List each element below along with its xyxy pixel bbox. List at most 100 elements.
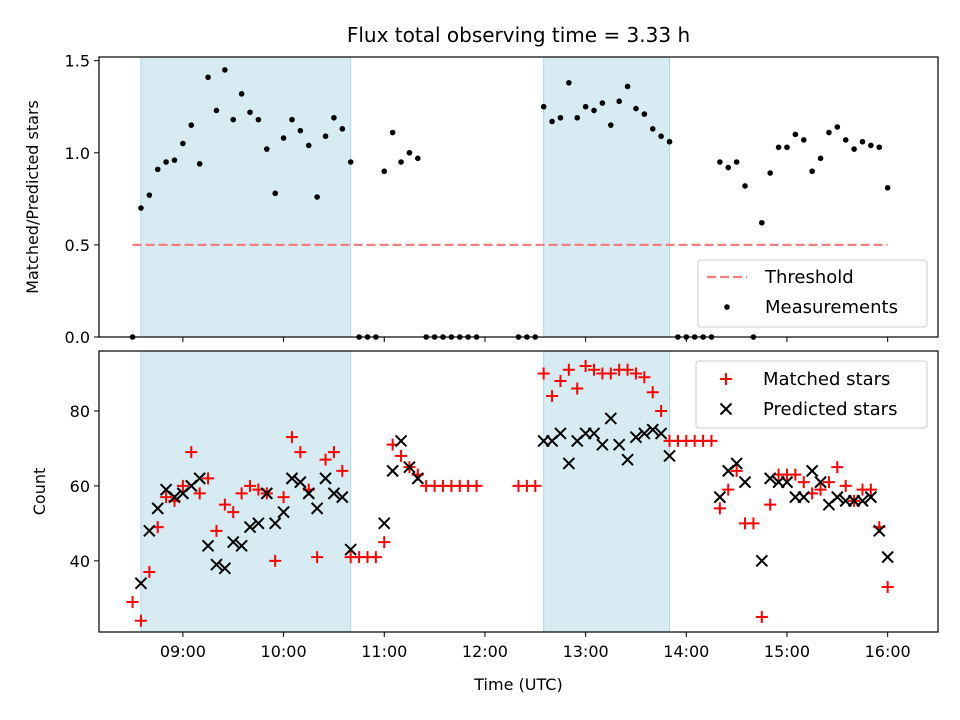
predicted-star-point <box>327 487 341 500</box>
chart-title: Flux total observing time = 3.33 h <box>347 23 690 47</box>
y-tick-label: 80 <box>70 402 90 421</box>
matched-star-point <box>722 483 735 496</box>
predicted-star-point <box>629 430 643 444</box>
predicted-star-point <box>831 490 844 504</box>
measurement-point <box>272 190 278 197</box>
measurement-point <box>817 155 824 162</box>
predicted-star-point <box>134 577 148 590</box>
matched-star-point <box>638 371 651 384</box>
axes-frame <box>98 56 939 338</box>
predicted-star-point <box>755 554 769 568</box>
matched-star-point <box>529 479 542 492</box>
measurement-point <box>851 146 857 152</box>
measurement-point <box>138 205 144 211</box>
matched-star-point <box>126 596 139 609</box>
measurement-point <box>775 144 782 151</box>
measurement-point <box>742 183 748 189</box>
matched-star-point <box>579 359 592 372</box>
x-tick-label: 15:00 <box>764 642 810 661</box>
legend-box <box>695 360 928 429</box>
predicted-star-point <box>268 517 282 530</box>
measurement-point <box>180 140 186 147</box>
measurement-point <box>549 118 555 125</box>
matched-star-point <box>470 479 483 492</box>
measurement-point <box>800 137 807 143</box>
legend-measurements-label: Measurements <box>765 297 898 318</box>
measurement-point <box>305 142 312 149</box>
predicted-star-point <box>218 562 232 575</box>
matched-star-point <box>747 517 760 530</box>
measurement-point <box>733 159 740 165</box>
measurement-point <box>415 155 421 162</box>
measurement-point <box>658 133 664 140</box>
x-tick-label: 16:00 <box>865 642 911 661</box>
matched-star-point <box>160 491 173 504</box>
x-tick-label: 13:00 <box>563 642 609 661</box>
measurement-point <box>289 116 295 123</box>
matched-star-point <box>814 483 827 496</box>
measurement-point <box>238 91 245 97</box>
legend-matched-swatch <box>720 373 732 385</box>
predicted-star-point <box>654 427 668 440</box>
matched-star-point <box>764 498 777 511</box>
matched-star-point <box>571 382 584 395</box>
legend-predicted-swatch <box>719 402 733 416</box>
legend-threshold-label: Threshold <box>764 267 854 288</box>
measurement-point <box>767 170 773 176</box>
measurement-point <box>633 105 639 112</box>
legend-top: Threshold Measurements <box>697 259 928 328</box>
matched-star-point <box>864 483 877 496</box>
predicted-star-point <box>763 472 777 485</box>
x-tick-label: 11:00 <box>361 642 407 661</box>
predicted-star-point <box>260 487 274 500</box>
measurement-point <box>171 157 178 163</box>
matched-star-point <box>218 498 231 511</box>
matched-star-point <box>655 404 668 417</box>
measurement-point <box>616 98 622 105</box>
measurement-point <box>331 114 337 121</box>
shaded-interval <box>140 350 352 633</box>
measurement-point <box>247 109 253 116</box>
axes-frame <box>98 350 939 633</box>
matched-star-point <box>269 554 282 567</box>
predicted-star-point <box>193 472 206 485</box>
measurement-point <box>230 116 237 123</box>
measurement-point <box>264 146 270 152</box>
matched-star-point <box>797 476 810 489</box>
y-tick-label: 1.0 <box>65 144 90 163</box>
measurement-point <box>322 133 329 140</box>
measurement-point <box>188 122 195 128</box>
predicted-star-point <box>596 438 609 451</box>
matched-star-point <box>176 479 189 492</box>
predicted-star-point <box>587 427 601 440</box>
x-tick-label: 09:00 <box>160 642 206 661</box>
predicted-star-point <box>621 453 634 466</box>
measurement-point <box>381 168 388 175</box>
predicted-star-point <box>201 539 215 553</box>
matched-star-point <box>822 476 835 489</box>
measurement-point <box>540 103 547 110</box>
y-tick-label: 40 <box>70 552 90 571</box>
predicted-star-point <box>881 550 894 564</box>
measurement-point <box>205 74 211 81</box>
matched-star-point <box>327 446 340 459</box>
predicted-star-point <box>344 543 357 556</box>
measurement-point <box>859 138 866 145</box>
measurement-point <box>222 67 228 73</box>
matched-star-point <box>755 611 768 624</box>
predicted-star-point <box>780 475 794 489</box>
predicted-star-point <box>403 460 416 474</box>
measurement-point <box>641 111 648 117</box>
y-axis-label: Matched/Predicted stars <box>23 100 42 294</box>
matched-star-point <box>202 472 215 485</box>
matched-star-point <box>588 363 601 376</box>
predicted-star-point <box>302 487 315 500</box>
matched-star-point <box>629 367 642 380</box>
predicted-star-point <box>235 539 248 553</box>
measurement-point <box>868 142 874 149</box>
predicted-star-point <box>319 472 332 485</box>
predicted-star-point <box>873 524 886 538</box>
predicted-star-point <box>294 475 307 489</box>
predicted-star-point <box>143 524 156 538</box>
matched-star-point <box>285 431 298 444</box>
